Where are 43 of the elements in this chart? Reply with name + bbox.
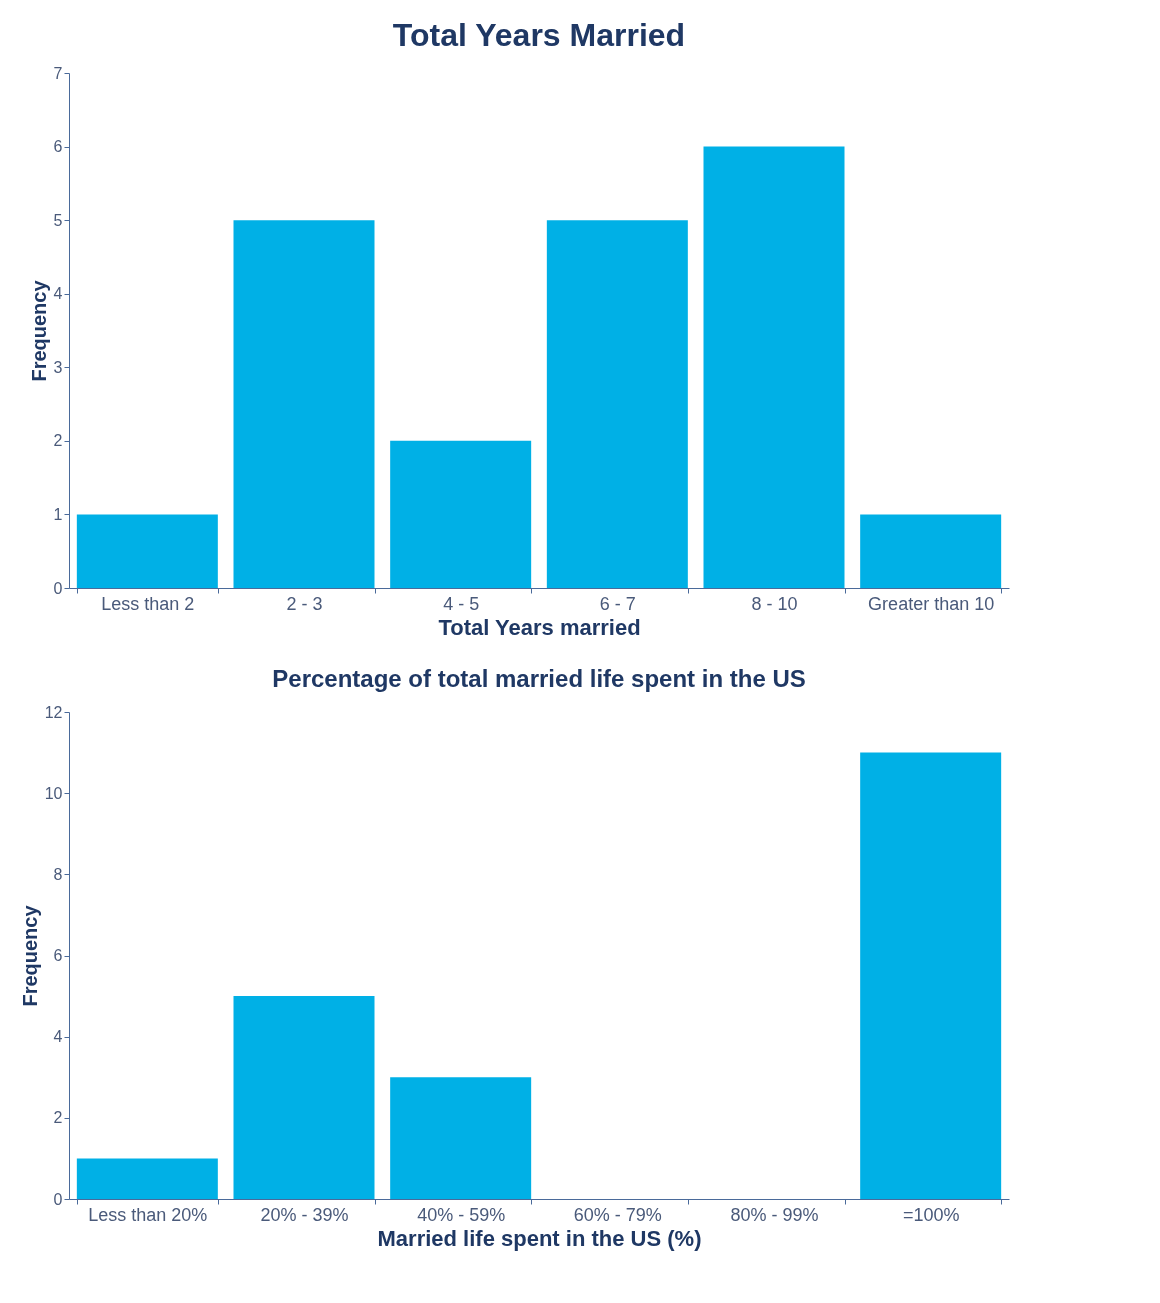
y-tick-label: 7 bbox=[53, 64, 63, 82]
bar bbox=[546, 220, 688, 588]
bar bbox=[390, 1077, 532, 1199]
y-tick-label: 2 bbox=[53, 432, 63, 450]
y-tick-label: 3 bbox=[53, 358, 63, 376]
y-tick-label: 4 bbox=[53, 1028, 63, 1046]
x-tick-label: 4 - 5 bbox=[443, 593, 480, 614]
y-tick-label: 4 bbox=[53, 285, 63, 303]
bar bbox=[390, 440, 532, 588]
x-axis-title: Married life spent in the US (%) bbox=[377, 1225, 702, 1251]
bar bbox=[76, 514, 218, 588]
y-tick-label: 0 bbox=[53, 579, 63, 597]
bar bbox=[233, 220, 375, 588]
y-tick-label: 5 bbox=[53, 211, 63, 229]
y-tick-label: 0 bbox=[53, 1190, 63, 1208]
x-axis-title: Total Years married bbox=[438, 614, 641, 640]
bar bbox=[76, 1158, 218, 1199]
bar bbox=[860, 514, 1002, 588]
chart-title: Percentage of total married life spent in the US bbox=[272, 665, 806, 692]
bar bbox=[703, 146, 845, 588]
x-tick-label: 2 - 3 bbox=[286, 593, 323, 614]
y-tick-label: 1 bbox=[53, 505, 63, 523]
y-tick-label: 6 bbox=[53, 138, 63, 156]
x-tick-label: 60% - 79% bbox=[573, 1204, 662, 1225]
x-tick-label: 8 - 10 bbox=[751, 593, 798, 614]
y-axis-title: Frequency bbox=[27, 279, 50, 382]
x-tick-label: 80% - 99% bbox=[730, 1204, 819, 1225]
y-tick-label: 2 bbox=[53, 1109, 63, 1127]
x-tick-label: =100% bbox=[902, 1204, 960, 1225]
x-tick-label: 40% - 59% bbox=[417, 1204, 506, 1225]
bar bbox=[233, 996, 375, 1199]
y-tick-label: 10 bbox=[44, 784, 63, 802]
y-tick-label: 12 bbox=[44, 703, 63, 721]
chart-title: Total Years Married bbox=[392, 17, 686, 53]
x-tick-label: 20% - 39% bbox=[260, 1204, 349, 1225]
bar bbox=[860, 752, 1002, 1199]
x-tick-label: Greater than 10 bbox=[868, 593, 995, 614]
y-axis-title: Frequency bbox=[18, 904, 41, 1007]
x-tick-label: 6 - 7 bbox=[599, 593, 636, 614]
x-tick-label: Less than 2 bbox=[101, 593, 195, 614]
x-tick-label: Less than 20% bbox=[88, 1204, 208, 1225]
y-tick-label: 8 bbox=[53, 865, 63, 883]
y-tick-label: 6 bbox=[53, 947, 63, 964]
